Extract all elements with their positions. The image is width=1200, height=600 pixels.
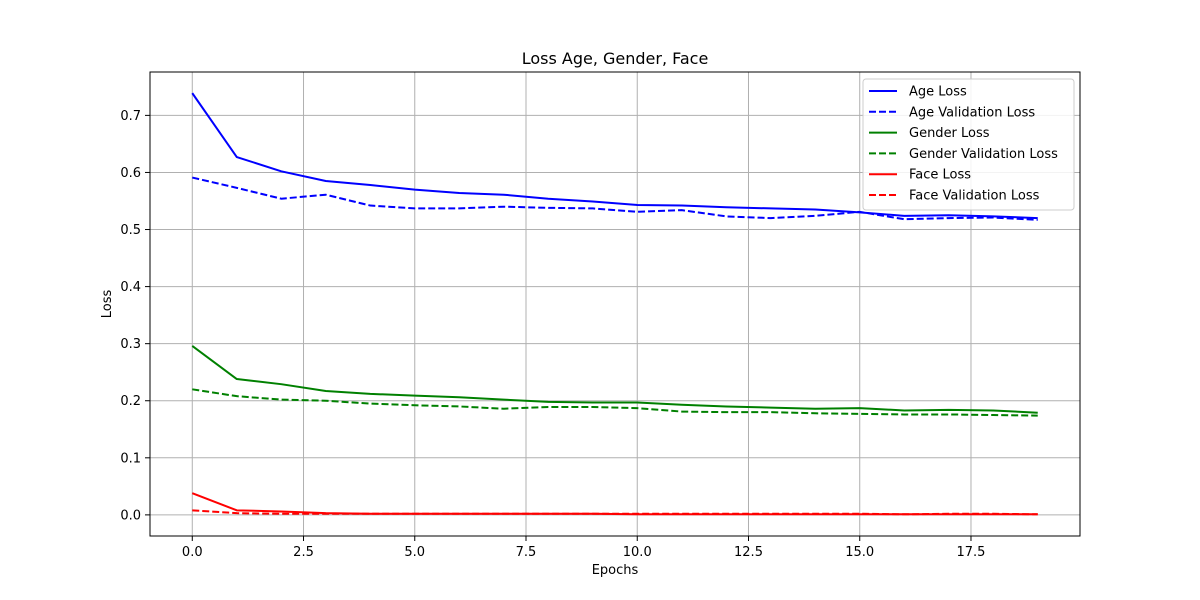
legend-label: Age Validation Loss <box>909 105 1035 120</box>
plot-frame <box>149 71 1081 537</box>
legend-label: Gender Validation Loss <box>909 147 1058 162</box>
y-tick-label: 0.7 <box>120 109 141 124</box>
y-tick-label: 0.0 <box>120 508 141 523</box>
series-line-gender-validation-loss <box>192 388 1038 417</box>
x-tick-label: 7.5 <box>516 545 537 560</box>
x-tick-label: 2.5 <box>293 545 314 560</box>
y-tick-label: 0.5 <box>120 223 141 238</box>
series-line-age-validation-loss <box>192 176 1038 221</box>
x-tick-label: 10.0 <box>623 545 652 560</box>
series-line-gender-loss <box>191 345 1038 414</box>
y-axis-label: Loss <box>100 290 115 319</box>
y-axis-ticks: 0.0 0.1 0.2 0.3 0.4 0.5 0.6 0.7 <box>120 109 150 523</box>
x-axis-label: Epochs <box>592 563 639 578</box>
series-line-face-loss <box>191 492 1038 516</box>
legend-box <box>862 78 1075 211</box>
x-tick-label: 15.0 <box>845 545 874 560</box>
y-tick-label: 0.2 <box>120 394 141 409</box>
series-line-face-validation-loss <box>192 509 1038 516</box>
y-tick-label: 0.1 <box>120 451 141 466</box>
legend: Age Loss Age Validation Loss Gender Loss Ge… <box>862 78 1075 211</box>
legend-label: Face Validation Loss <box>909 189 1040 204</box>
chart-title: Loss Age, Gender, Face <box>522 49 709 68</box>
x-tick-label: 0.0 <box>182 545 203 560</box>
legend-label: Age Loss <box>909 85 967 100</box>
series-lines <box>191 92 1038 516</box>
x-tick-label: 17.5 <box>957 545 986 560</box>
x-tick-label: 12.5 <box>734 545 763 560</box>
y-tick-label: 0.3 <box>120 337 141 352</box>
y-tick-label: 0.4 <box>120 280 141 295</box>
x-tick-label: 5.0 <box>404 545 425 560</box>
series-line-age-loss <box>191 92 1038 220</box>
x-axis-ticks: 0.0 2.5 5.0 7.5 10.0 12.5 15.0 17.5 <box>182 536 986 560</box>
y-tick-label: 0.6 <box>120 166 141 181</box>
legend-label: Face Loss <box>909 168 971 183</box>
legend-label: Gender Loss <box>909 126 990 141</box>
